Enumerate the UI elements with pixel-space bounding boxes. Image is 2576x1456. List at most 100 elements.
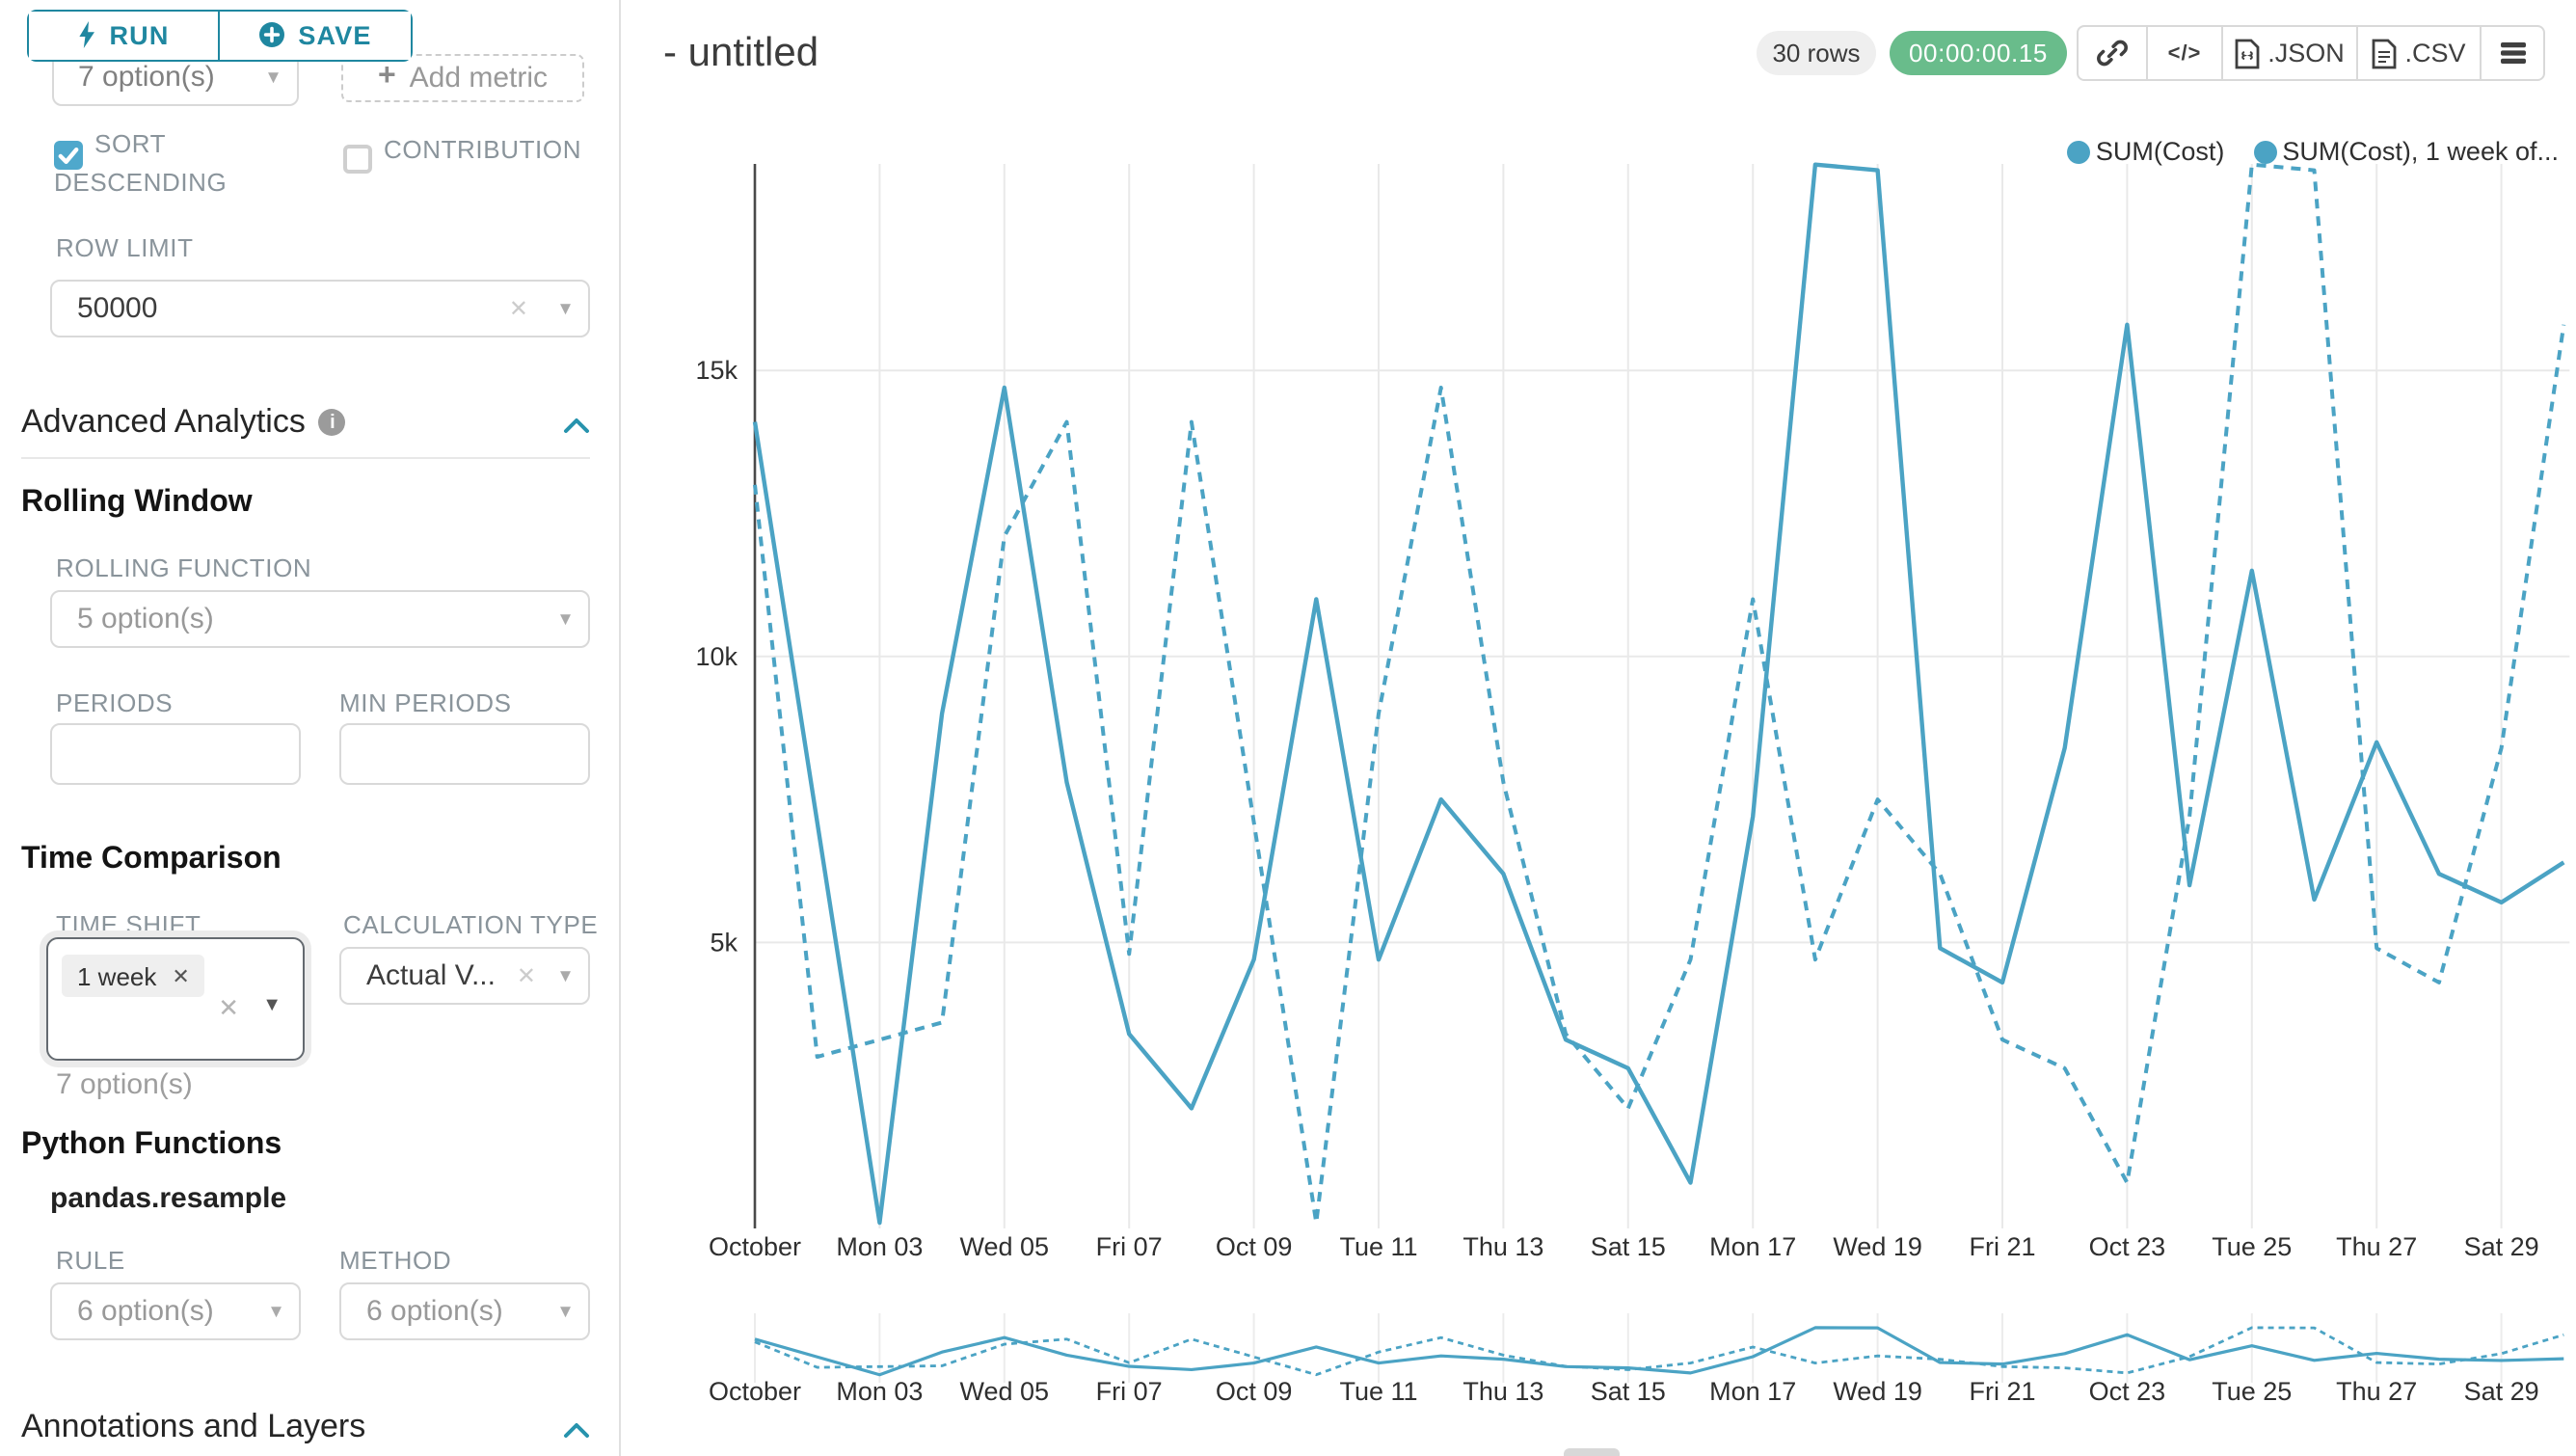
legend-item-series1[interactable]: SUM(Cost) xyxy=(2066,137,2225,166)
svg-text:October: October xyxy=(709,1232,801,1261)
calculation-type-select[interactable]: Actual V... ✕ ▾ xyxy=(339,947,590,1005)
share-link-button[interactable] xyxy=(2079,27,2146,79)
svg-text:5k: 5k xyxy=(710,928,738,957)
rows-badge: 30 rows xyxy=(1757,31,1876,75)
method-select[interactable]: 6 option(s) ▾ xyxy=(339,1282,590,1340)
python-functions-title: Python Functions xyxy=(21,1128,282,1161)
svg-text:Mon 03: Mon 03 xyxy=(836,1377,923,1406)
svg-text:Thu 27: Thu 27 xyxy=(2336,1377,2417,1406)
control-panel: RUN SAVE 7 option(s) ▾ + Add metric SORT xyxy=(0,0,619,1456)
calculation-type-value: Actual V... xyxy=(366,959,496,992)
svg-text:Wed 05: Wed 05 xyxy=(960,1377,1050,1406)
json-file-icon xyxy=(2235,38,2260,68)
rolling-window-title: Rolling Window xyxy=(21,486,253,519)
legend-item-series2[interactable]: SUM(Cost), 1 week of... xyxy=(2253,137,2559,166)
method-label: METHOD xyxy=(339,1246,452,1275)
chevron-down-icon: ▾ xyxy=(559,1300,571,1324)
info-icon[interactable]: i xyxy=(318,409,346,436)
row-limit-select[interactable]: 50000 ✕ ▾ xyxy=(50,280,590,337)
run-save-button-group: RUN SAVE xyxy=(26,9,412,62)
svg-text:Mon 17: Mon 17 xyxy=(1709,1377,1796,1406)
chevron-down-icon[interactable]: ▼ xyxy=(262,995,282,1016)
periods-input[interactable] xyxy=(50,723,301,785)
calculation-type-label: CALCULATION TYPE xyxy=(343,910,599,939)
rolling-function-select[interactable]: 5 option(s) ▾ xyxy=(50,590,590,648)
chart-legend: SUM(Cost) SUM(Cost), 1 week of... xyxy=(2066,137,2559,166)
annotations-title: Annotations and Layers xyxy=(21,1408,366,1444)
svg-text:Thu 27: Thu 27 xyxy=(2336,1232,2417,1261)
panel-divider[interactable] xyxy=(619,0,621,1456)
export-json-button[interactable]: .JSON xyxy=(2221,27,2356,79)
chevron-down-icon: ▾ xyxy=(559,607,571,632)
svg-text:Oct 09: Oct 09 xyxy=(1216,1377,1293,1406)
section-divider xyxy=(21,457,590,459)
chart-menu-button[interactable] xyxy=(2480,27,2543,79)
save-label: SAVE xyxy=(298,20,372,50)
legend-label-series1: SUM(Cost) xyxy=(2095,137,2225,166)
method-value: 6 option(s) xyxy=(366,1295,503,1328)
svg-text:Wed 19: Wed 19 xyxy=(1833,1377,1922,1406)
row-limit-value: 50000 xyxy=(77,292,158,325)
series-dot-icon xyxy=(2066,140,2090,163)
sort-descending-checkbox[interactable] xyxy=(54,140,83,169)
annotations-header[interactable]: Annotations and Layers xyxy=(21,1408,365,1446)
chevron-down-icon: ▾ xyxy=(559,297,571,321)
lightning-bolt-icon xyxy=(78,21,94,49)
advanced-analytics-title: Advanced Analytics xyxy=(21,403,306,440)
rule-value: 6 option(s) xyxy=(77,1295,214,1328)
periods-label: PERIODS xyxy=(56,688,174,717)
chevron-down-icon: ▾ xyxy=(270,1300,282,1324)
groupby-value: 7 option(s) xyxy=(78,61,215,94)
series-dot-icon xyxy=(2253,140,2277,163)
legend-label-series2: SUM(Cost), 1 week of... xyxy=(2282,137,2559,166)
min-periods-label: MIN PERIODS xyxy=(339,688,512,717)
chevron-up-icon[interactable] xyxy=(563,417,590,434)
chevron-down-icon: ▾ xyxy=(559,964,571,988)
svg-text:October: October xyxy=(709,1377,801,1406)
link-icon xyxy=(2097,40,2128,67)
rule-label: RULE xyxy=(56,1246,125,1275)
svg-text:Sat 29: Sat 29 xyxy=(2464,1377,2539,1406)
clear-icon[interactable]: ✕ xyxy=(508,295,528,322)
chart-title[interactable]: - untitled xyxy=(663,31,819,75)
export-json-label: .JSON xyxy=(2267,39,2345,67)
svg-text:Thu 13: Thu 13 xyxy=(1462,1377,1543,1406)
svg-text:Tue 25: Tue 25 xyxy=(2212,1377,2292,1406)
sort-descending-label-line2: DESCENDING xyxy=(54,168,228,197)
chart-actions-group: </> .JSON .CSV xyxy=(2077,25,2545,81)
svg-text:Oct 23: Oct 23 xyxy=(2089,1377,2166,1406)
time-shift-label: TIME SHIFT xyxy=(56,910,201,939)
code-icon: </> xyxy=(2167,41,2202,65)
scroll-handle[interactable] xyxy=(1564,1448,1620,1456)
export-csv-button[interactable]: .CSV xyxy=(2356,27,2480,79)
clear-icon[interactable]: ✕ xyxy=(218,993,239,1022)
save-button[interactable]: SAVE xyxy=(218,11,410,60)
export-csv-label: .CSV xyxy=(2404,39,2466,67)
run-button[interactable]: RUN xyxy=(28,11,218,60)
row-limit-label: ROW LIMIT xyxy=(56,232,194,261)
tag-close-icon[interactable]: ✕ xyxy=(172,965,190,988)
min-periods-input[interactable] xyxy=(339,723,590,785)
rule-select[interactable]: 6 option(s) ▾ xyxy=(50,1282,301,1340)
time-shift-helper: 7 option(s) xyxy=(56,1068,193,1101)
time-shift-select[interactable]: 1 week ✕ ✕ ▼ xyxy=(46,937,305,1061)
chevron-up-icon[interactable] xyxy=(563,1421,590,1439)
mini-plot: October Mon 03 Wed 05 Fri 07 Oct 09 Tue 11 Thu… xyxy=(709,1313,2564,1406)
contribution-checkbox[interactable] xyxy=(343,144,372,173)
pandas-resample-label: pandas.resample xyxy=(50,1182,287,1215)
clear-icon[interactable]: ✕ xyxy=(516,962,536,989)
svg-text:10k: 10k xyxy=(695,642,738,671)
advanced-analytics-header[interactable]: Advanced Analytics i xyxy=(21,403,346,442)
time-shift-tag[interactable]: 1 week ✕ xyxy=(62,955,205,997)
svg-text:Oct 09: Oct 09 xyxy=(1216,1232,1293,1261)
svg-text:15k: 15k xyxy=(695,356,738,385)
add-metric-button[interactable]: + Add metric xyxy=(341,53,584,102)
svg-text:Fri 21: Fri 21 xyxy=(1969,1232,2035,1261)
timer-badge: 00:00:00.15 xyxy=(1890,31,2067,75)
view-query-button[interactable]: </> xyxy=(2146,27,2221,79)
rolling-function-label: ROLLING FUNCTION xyxy=(56,553,312,582)
svg-text:Thu 13: Thu 13 xyxy=(1462,1232,1543,1261)
svg-text:Mon 17: Mon 17 xyxy=(1709,1232,1796,1261)
svg-text:Oct 23: Oct 23 xyxy=(2089,1232,2166,1261)
timeseries-line-chart[interactable]: October Mon 03 Wed 05 Fri 07 Oct 09 Tue 11 Thu… xyxy=(619,0,2576,1456)
